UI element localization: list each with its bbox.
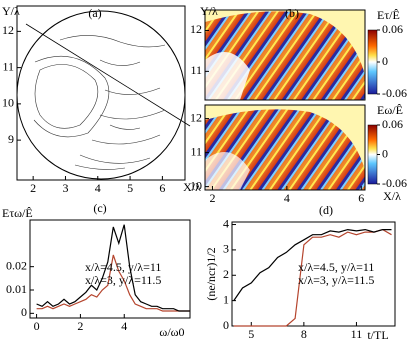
x-tick-label: 3 bbox=[62, 181, 68, 195]
y-tick-label: 10 bbox=[2, 96, 14, 110]
heatmap-art bbox=[205, 10, 365, 190]
colorbar bbox=[367, 124, 378, 185]
colorbar-label: Eω/Ê bbox=[377, 103, 403, 117]
x-axis-label: ω/ω0 bbox=[159, 325, 184, 339]
panel-label: (c) bbox=[93, 201, 106, 215]
x-axis-label: t/TL bbox=[367, 328, 388, 342]
y-tick-label: 1 bbox=[223, 292, 229, 306]
colorbar-tick-label: -0.06 bbox=[382, 176, 407, 190]
panel-label: (b) bbox=[285, 6, 299, 20]
x-tick-label: 0 bbox=[34, 319, 40, 333]
series-line bbox=[36, 254, 190, 312]
contour-art bbox=[16, 10, 191, 180]
heatmap-frame bbox=[204, 9, 366, 101]
colorbar-label: Eτ/Ê bbox=[377, 8, 400, 22]
y-tick-label: 10 bbox=[190, 178, 202, 192]
x-tick-label: 6 bbox=[159, 181, 165, 195]
series-line bbox=[233, 228, 392, 327]
x-tick-label: 5 bbox=[248, 327, 254, 341]
y-axis-label: Y/λ bbox=[200, 4, 218, 18]
y-axis-label: Eτω/Ê bbox=[2, 206, 33, 220]
plot-frame bbox=[231, 221, 396, 327]
y-tick-label: 11 bbox=[190, 144, 202, 158]
y-tick-label: 4 bbox=[223, 216, 229, 230]
y-tick-label: 0 bbox=[21, 305, 27, 319]
colorbar-tick-label: -0.06 bbox=[382, 86, 407, 100]
x-tick-label: 2 bbox=[209, 191, 215, 205]
x-tick-label: 2 bbox=[30, 181, 36, 195]
x-tick-label: 6 bbox=[358, 191, 364, 205]
y-tick-label: 0 bbox=[223, 318, 229, 332]
colorbar-tick-label: 0.06 bbox=[382, 22, 403, 36]
x-tick-label: 2 bbox=[77, 319, 83, 333]
x-tick-label: 11 bbox=[351, 327, 363, 341]
y-tick-label: 2 bbox=[223, 267, 229, 281]
x-tick-label: 4 bbox=[121, 319, 127, 333]
y-tick-label: 12 bbox=[190, 110, 202, 124]
y-tick-label: 12 bbox=[190, 22, 202, 36]
x-tick-label: 4 bbox=[284, 191, 290, 205]
legend-entry: x/λ=3, y/λ=11.5 bbox=[85, 273, 161, 287]
legend-entry: x/λ=4.5, y/λ=11 bbox=[298, 260, 374, 274]
plot-frame bbox=[29, 219, 191, 319]
y-axis-label: (ne/ncr)1/2 bbox=[204, 247, 218, 300]
colorbar-tick-label: 0 bbox=[382, 146, 388, 160]
y-tick-label: 12 bbox=[2, 23, 14, 37]
legend-entry: x/λ=4.5, y/λ=11 bbox=[85, 260, 161, 274]
series-line bbox=[36, 224, 190, 312]
x-tick-label: 4 bbox=[95, 181, 101, 195]
colorbar-tick-label: 0.06 bbox=[382, 117, 403, 131]
plot-frame bbox=[16, 5, 186, 181]
x-axis-label: X/λ bbox=[383, 189, 401, 203]
y-tick-label: 11 bbox=[2, 59, 14, 73]
legend-entry: x/λ=3, y/λ=11.5 bbox=[298, 273, 374, 287]
x-tick-label: 5 bbox=[127, 181, 133, 195]
y-tick-label: 3 bbox=[223, 242, 229, 256]
colorbar bbox=[367, 29, 378, 95]
colorbar-tick-label: 0 bbox=[382, 54, 388, 68]
heatmap-frame bbox=[204, 104, 366, 191]
y-axis-label: Y/λ bbox=[2, 4, 20, 18]
y-tick-label: 11 bbox=[190, 63, 202, 77]
panel-label: (a) bbox=[88, 6, 101, 20]
y-tick-label: 0.02 bbox=[6, 258, 27, 272]
series-line bbox=[233, 228, 392, 301]
y-tick-label: 0.01 bbox=[6, 282, 27, 296]
x-tick-label: 8 bbox=[301, 327, 307, 341]
panel-label: (d) bbox=[319, 203, 333, 217]
y-tick-label: 9 bbox=[8, 132, 14, 146]
x-axis-label: X/λ bbox=[183, 180, 201, 194]
